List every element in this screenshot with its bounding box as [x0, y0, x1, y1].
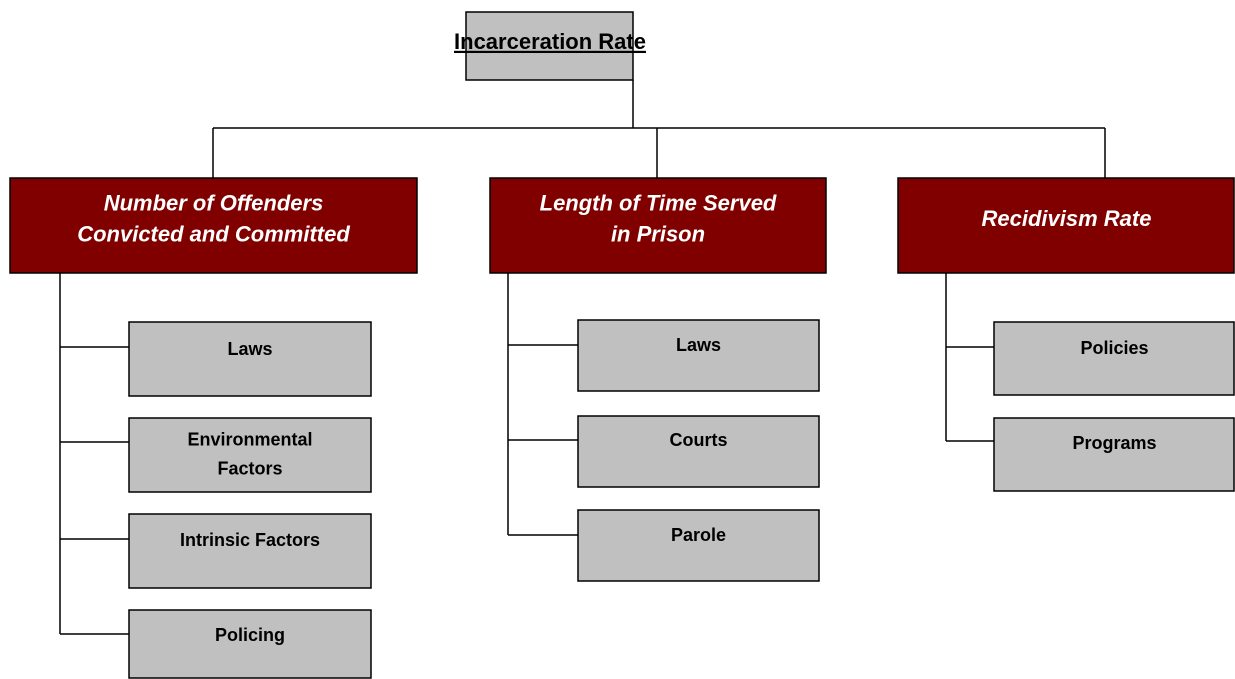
root-box	[465, 11, 634, 81]
branch-box	[897, 177, 1235, 274]
branch-connector	[945, 273, 994, 442]
root-label: Incarceration Rate	[454, 29, 646, 54]
child-box	[128, 609, 372, 679]
branch-label: Length of Time Served	[540, 190, 777, 215]
child-box	[577, 319, 820, 392]
branch-label: in Prison	[611, 221, 705, 246]
branch-label: Convicted and Committed	[77, 221, 350, 246]
child-label: Policing	[215, 625, 285, 645]
child-label: Laws	[227, 339, 272, 359]
branch-box	[489, 177, 827, 274]
branch-connector	[507, 273, 578, 536]
child-label: Environmental	[187, 429, 312, 449]
child-label: Intrinsic Factors	[180, 530, 320, 550]
branch-label: Recidivism Rate	[982, 206, 1152, 231]
child-label: Policies	[1080, 338, 1148, 358]
child-box	[128, 321, 372, 397]
branch-box	[9, 177, 418, 274]
child-box	[128, 417, 372, 493]
child-box	[577, 415, 820, 488]
branch-connector	[59, 273, 129, 635]
connectors	[59, 80, 1106, 635]
child-box	[993, 417, 1235, 492]
child-label: Programs	[1072, 433, 1156, 453]
child-label: Factors	[217, 458, 282, 478]
child-label: Laws	[676, 335, 721, 355]
child-box	[993, 321, 1235, 396]
branch-label: Number of Offenders	[104, 190, 324, 215]
child-box	[577, 509, 820, 582]
root-connector	[212, 80, 1106, 178]
child-label: Parole	[671, 525, 726, 545]
child-box	[128, 513, 372, 589]
child-label: Courts	[670, 430, 728, 450]
